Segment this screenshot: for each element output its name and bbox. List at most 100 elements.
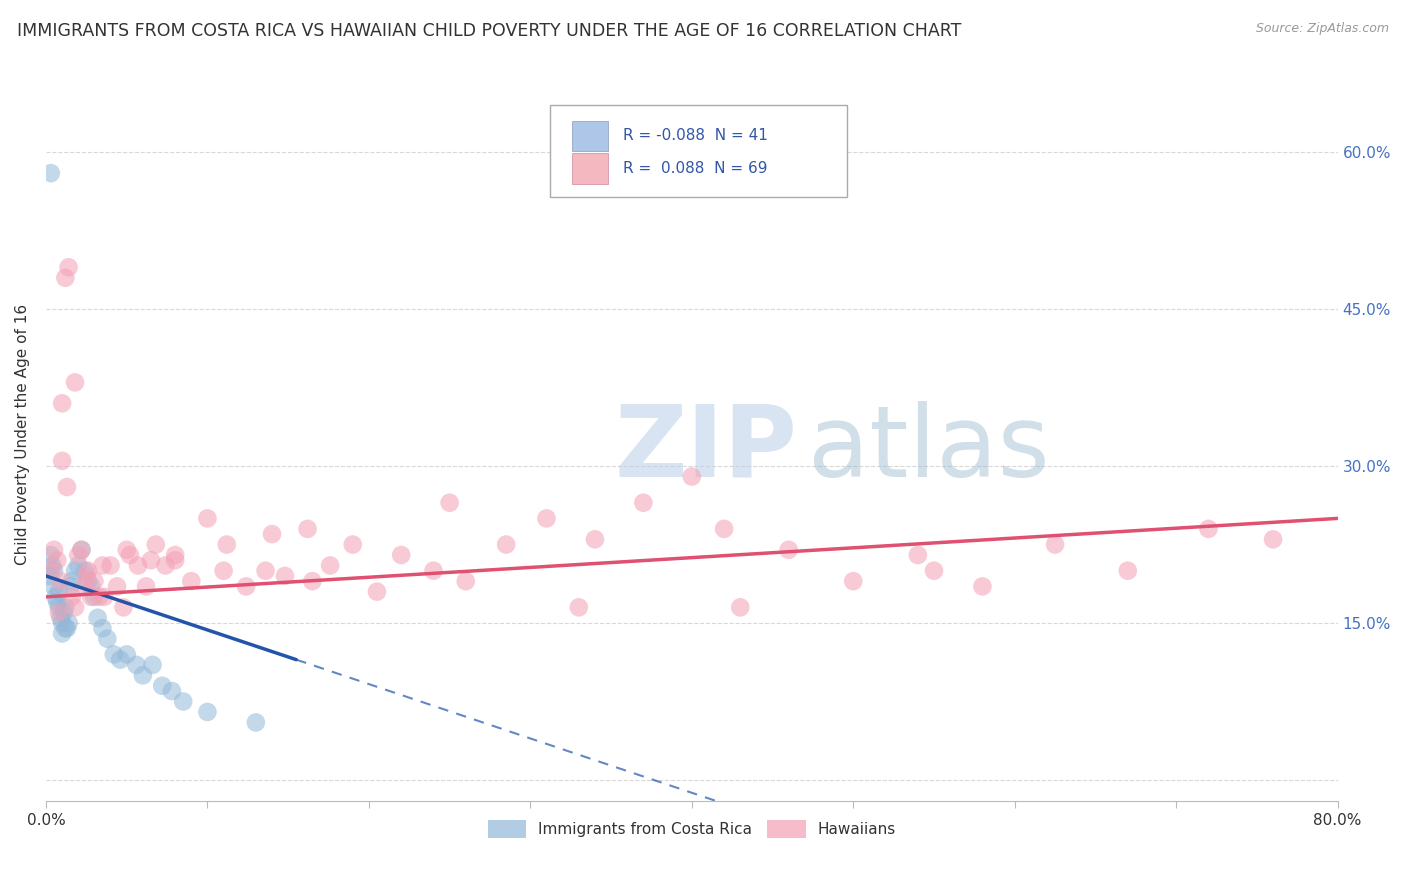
Point	[49, 611, 72, 625]
Point	[135, 579, 157, 593]
Point	[212, 564, 235, 578]
Point	[1261, 533, 1284, 547]
Point	[59, 579, 82, 593]
Point	[633, 496, 655, 510]
Point	[91, 558, 114, 573]
Text: Source: ZipAtlas.com: Source: ZipAtlas.com	[1256, 22, 1389, 36]
Point	[49, 574, 72, 589]
Point	[172, 694, 194, 708]
Point	[103, 648, 125, 662]
Point	[301, 574, 323, 589]
Point	[1198, 522, 1220, 536]
Point	[51, 454, 73, 468]
Point	[118, 548, 141, 562]
Point	[70, 542, 93, 557]
Point	[165, 548, 187, 562]
Point	[297, 522, 319, 536]
Point	[96, 632, 118, 646]
Point	[42, 542, 65, 557]
Point	[235, 579, 257, 593]
Point	[89, 590, 111, 604]
Point	[127, 558, 149, 573]
Point	[38, 569, 60, 583]
Point	[115, 648, 138, 662]
Point	[73, 579, 96, 593]
Point	[583, 533, 606, 547]
Point	[115, 542, 138, 557]
Point	[422, 564, 444, 578]
Point	[80, 579, 103, 593]
Point	[63, 600, 86, 615]
Point	[39, 564, 62, 578]
Point	[60, 590, 83, 604]
Point	[63, 376, 86, 390]
Point	[681, 469, 703, 483]
Point	[42, 564, 65, 578]
Point	[60, 574, 83, 589]
Point	[842, 574, 865, 589]
Point	[52, 606, 75, 620]
Point	[728, 600, 751, 615]
Point	[454, 574, 477, 589]
Point	[245, 715, 267, 730]
Point	[48, 600, 70, 615]
Point	[389, 548, 412, 562]
Point	[439, 496, 461, 510]
Point	[100, 558, 122, 573]
Point	[155, 558, 177, 573]
Point	[67, 548, 90, 562]
Y-axis label: Child Poverty Under the Age of 16: Child Poverty Under the Age of 16	[15, 304, 30, 566]
Point	[39, 548, 62, 562]
Point	[63, 564, 86, 578]
Point	[80, 590, 103, 604]
Point	[83, 574, 105, 589]
Point	[75, 569, 97, 583]
Point	[254, 564, 277, 578]
Text: IMMIGRANTS FROM COSTA RICA VS HAWAIIAN CHILD POVERTY UNDER THE AGE OF 16 CORRELA: IMMIGRANTS FROM COSTA RICA VS HAWAIIAN C…	[17, 22, 962, 40]
Point	[56, 480, 79, 494]
Point	[48, 606, 70, 620]
Point	[83, 590, 105, 604]
Point	[972, 579, 994, 593]
Point	[77, 574, 100, 589]
Point	[274, 569, 297, 583]
Point	[48, 584, 70, 599]
Point	[197, 705, 219, 719]
Legend: Immigrants from Costa Rica, Hawaiians: Immigrants from Costa Rica, Hawaiians	[481, 814, 903, 845]
Point	[260, 527, 283, 541]
Point	[91, 621, 114, 635]
Point	[70, 542, 93, 557]
Point	[180, 574, 202, 589]
Point	[58, 615, 80, 630]
Text: atlas: atlas	[808, 401, 1050, 498]
Point	[713, 522, 735, 536]
Point	[160, 684, 183, 698]
Point	[56, 621, 79, 635]
Point	[778, 542, 800, 557]
Point	[215, 537, 238, 551]
Point	[150, 679, 173, 693]
Point	[86, 611, 108, 625]
Point	[110, 653, 132, 667]
Point	[39, 166, 62, 180]
Point	[51, 615, 73, 630]
Point	[41, 558, 63, 573]
Point	[93, 590, 115, 604]
Point	[568, 600, 591, 615]
Text: R =  0.088  N = 69: R = 0.088 N = 69	[623, 161, 768, 177]
Point	[922, 564, 945, 578]
FancyBboxPatch shape	[550, 105, 846, 196]
Point	[125, 657, 148, 672]
Point	[51, 626, 73, 640]
Point	[141, 657, 163, 672]
Point	[536, 511, 558, 525]
Point	[907, 548, 929, 562]
Point	[319, 558, 342, 573]
Point	[145, 537, 167, 551]
Point	[46, 553, 69, 567]
Point	[366, 584, 388, 599]
Point	[58, 260, 80, 275]
Point	[51, 396, 73, 410]
Point	[53, 621, 76, 635]
Point	[165, 553, 187, 567]
